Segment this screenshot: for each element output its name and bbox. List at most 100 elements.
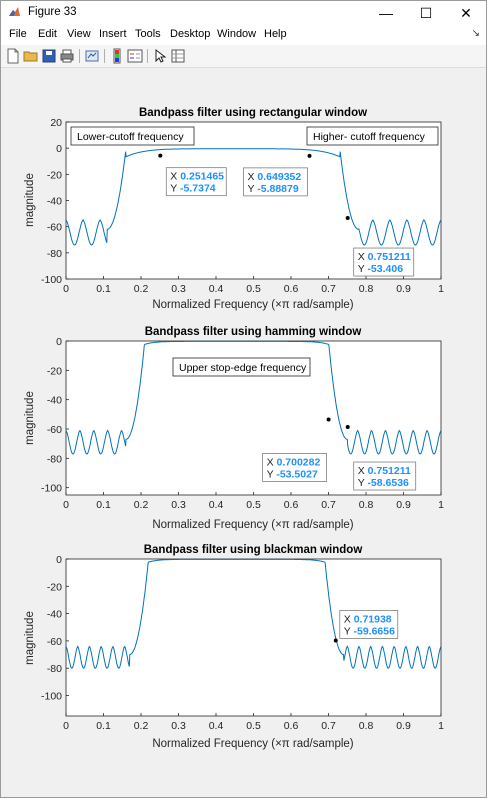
x-tick-label: 0.7 [321, 283, 336, 295]
y-tick-label: -20 [47, 365, 62, 377]
datatip-marker [333, 638, 338, 643]
datatip-box [353, 461, 417, 491]
x-tick-label: 0 [63, 499, 69, 511]
y-tick-label: 0 [56, 554, 62, 566]
x-tick-label: 1 [438, 499, 444, 511]
x-tick-label: 0.3 [171, 283, 186, 295]
plot-title: Bandpass filter using rectangular window [139, 107, 367, 119]
x-tick-label: 1 [438, 720, 444, 732]
x-tick-label: 0.1 [96, 499, 111, 511]
datatip-x: X 0.700282 [267, 456, 321, 468]
x-axis-label: Normalized Frequency (×π rad/sample) [152, 299, 353, 311]
menu-tools[interactable]: Tools [135, 28, 161, 40]
datatip-marker [345, 425, 350, 430]
toolbar [1, 45, 486, 68]
property-inspector-icon[interactable] [170, 48, 186, 64]
tick-labels: 0 0.1 0.2 0.3 0.4 0.5 0.6 0.7 0.8 0.9 1 0 -20 -40 -60 -… [41, 554, 444, 732]
menu-edit[interactable]: Edit [38, 28, 57, 40]
edit-plot-icon[interactable] [152, 48, 168, 64]
y-tick-label: -80 [47, 663, 62, 675]
datatip-box [339, 610, 399, 639]
x-tick-label: 0.6 [284, 283, 299, 295]
annotation-box[interactable] [70, 126, 195, 146]
y-tick-label: -20 [47, 581, 62, 593]
datatip-box [243, 167, 308, 197]
x-axis-label: Normalized Frequency (×π rad/sample) [152, 738, 353, 750]
annotation-box[interactable] [172, 357, 311, 377]
link-figure-icon[interactable] [84, 48, 100, 64]
y-tick-label: -60 [47, 424, 62, 436]
menu-window[interactable]: Window [217, 28, 257, 40]
datatip-x: X 0.751211 [358, 251, 411, 263]
x-tick-label: 0.8 [359, 283, 374, 295]
datatip-marker [307, 153, 312, 158]
y-tick-label: -40 [47, 196, 62, 208]
x-tick-label: 0.3 [171, 499, 186, 511]
datatip-x: X 0.251465 [170, 171, 224, 183]
datatip-marker [345, 216, 350, 221]
save-icon[interactable] [41, 48, 57, 64]
new-file-icon[interactable] [5, 48, 21, 64]
y-axis-label: magnitude [24, 611, 36, 665]
window-title: Figure 33 [28, 6, 77, 18]
toolbar-separator [147, 49, 148, 63]
insert-colorbar-icon[interactable] [109, 48, 125, 64]
x-tick-label: 0.1 [96, 283, 111, 295]
toolbar-separator [104, 49, 105, 63]
datatip-marker [158, 153, 163, 158]
x-tick-label: 0.4 [209, 720, 224, 732]
figure-canvas: Bandpass filter using rectangular window… [3, 68, 484, 795]
y-tick-label: 20 [50, 117, 62, 129]
series-line [65, 148, 442, 246]
dock-arrow-icon[interactable]: ↘ [471, 28, 480, 39]
annotation-higher-cutoff: Higher- cutoff frequency [313, 131, 426, 143]
x-tick-label: 0.7 [321, 720, 336, 732]
maximize-button[interactable]: ☐ [419, 4, 433, 21]
insert-legend-icon[interactable] [127, 48, 143, 64]
x-tick-label: 0.9 [396, 499, 411, 511]
x-tick-label: 0.1 [96, 720, 111, 732]
open-folder-icon[interactable] [23, 48, 39, 64]
y-tick-label: -100 [41, 691, 62, 703]
menu-insert[interactable]: Insert [99, 28, 127, 40]
print-icon[interactable] [59, 48, 75, 64]
x-tick-label: 0.2 [134, 283, 149, 295]
menu-help[interactable]: Help [264, 28, 287, 40]
datatip-box [262, 453, 328, 482]
datatip-y: Y -53.5027 [267, 468, 318, 480]
plot-title: Bandpass filter using blackman window [144, 544, 363, 556]
datatip-y: Y -5.88879 [248, 183, 299, 195]
x-tick-label: 0.2 [134, 720, 149, 732]
datatip-y: Y -5.7374 [170, 183, 216, 195]
annotation-box[interactable] [306, 126, 439, 146]
x-tick-label: 0.8 [359, 499, 374, 511]
menu-view[interactable]: View [67, 28, 91, 40]
y-tick-label: -60 [47, 636, 62, 648]
x-tick-label: 0.5 [246, 283, 261, 295]
minimize-button[interactable]: — [379, 5, 393, 21]
tick-labels: 0 0.1 0.2 0.3 0.4 0.5 0.6 0.7 0.8 0.9 1 0 -20 -40 -60 -… [41, 336, 444, 511]
close-button[interactable]: ✕ [460, 4, 472, 21]
x-tick-label: 0.6 [284, 499, 299, 511]
y-tick-label: -40 [47, 395, 62, 407]
menu-bar: File Edit View Insert Tools Desktop Wind… [1, 25, 486, 45]
plot-title: Bandpass filter using hamming window [145, 326, 362, 338]
menu-file[interactable]: File [9, 28, 27, 40]
annotation-upper-stop-edge: Upper stop-edge frequency [179, 362, 307, 374]
title-bar[interactable]: Figure 33 — ☐ ✕ [1, 1, 486, 25]
y-tick-label: 0 [56, 336, 62, 348]
subplot-blackman-window: Bandpass filter using blackman window 0 0… [24, 544, 444, 750]
x-tick-label: 0.9 [396, 283, 411, 295]
datatip-box [165, 167, 227, 197]
datatip-marker [326, 417, 331, 422]
y-tick-label: -20 [47, 169, 62, 181]
menu-desktop[interactable]: Desktop [170, 28, 211, 40]
